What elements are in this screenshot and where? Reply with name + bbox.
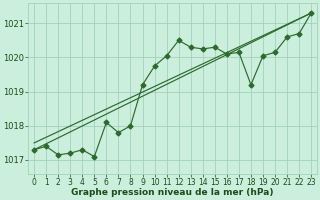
X-axis label: Graphe pression niveau de la mer (hPa): Graphe pression niveau de la mer (hPa) <box>71 188 274 197</box>
